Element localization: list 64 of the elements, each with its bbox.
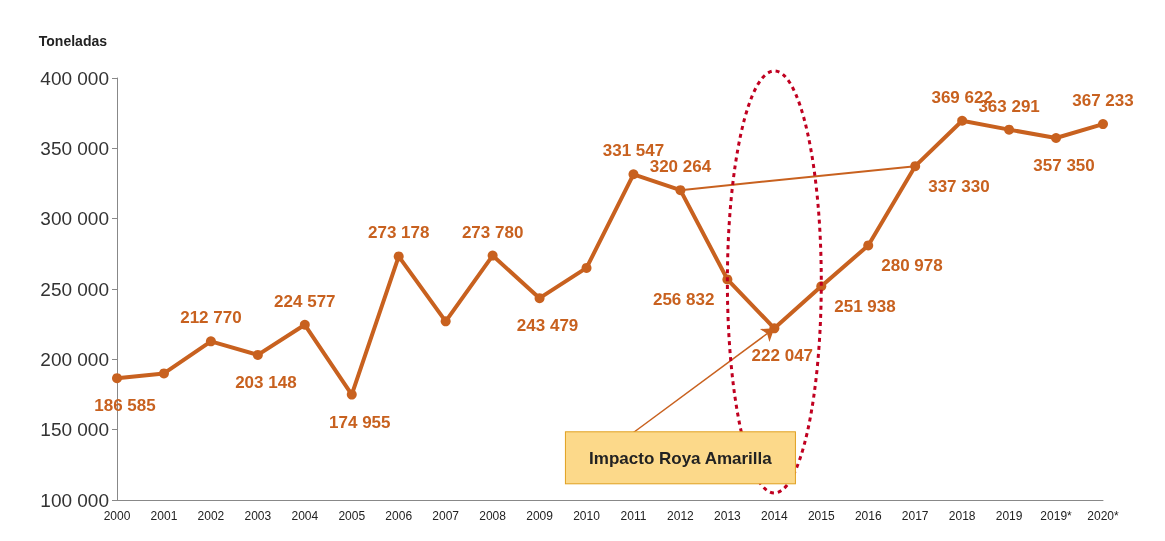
data-label: 280 978 [881,255,943,275]
data-label: 186 585 [94,396,156,416]
x-tick-label: 2005 [338,509,366,523]
point [299,319,310,330]
point [346,389,357,400]
y-tick-label: 250 000 [40,278,109,300]
point [112,373,122,384]
x-tick-label: 2003 [244,509,272,523]
x-tick-label: 2018 [948,509,976,523]
x-tick-label: 2007 [432,509,460,523]
y-tick-label: 350 000 [40,137,109,159]
point [957,115,968,126]
data-label: 243 479 [516,316,579,336]
point [252,349,263,360]
data-label: 203 148 [235,372,297,392]
x-tick-label: 2009 [526,509,554,523]
annotation: Impacto Roya Amarilla [589,448,773,468]
x-tick-label: 2000 [103,509,131,523]
x-tick-label: 2006 [385,509,413,523]
data-label: 212 770 [180,308,242,328]
x-tick-label: 2002 [197,509,225,523]
y-axis-title: Toneladas [38,33,108,49]
point [487,250,498,261]
data-label: 357 350 [1033,155,1095,175]
y-tick-label: 400 000 [40,67,109,89]
point [393,251,404,262]
point [440,316,451,327]
x-tick-label: 2016 [854,509,882,523]
x-tick-label: 2019* [1040,509,1073,523]
point [863,240,874,251]
y-tick-label: 150 000 [40,419,109,441]
data-label: 367 233 [1072,91,1134,111]
point [628,169,639,180]
x-tick-label: 2001 [150,509,178,523]
x-tick-label: 2011 [620,509,647,523]
x-tick-label: 2004 [291,509,319,523]
data-label: 174 955 [329,412,391,432]
point [1051,133,1062,143]
data-label: 251 938 [834,296,896,316]
y-tick-label: 300 000 [40,208,109,230]
data-label: 222 047 [751,346,814,366]
point [205,336,216,347]
y-tick-label: 100 000 [40,489,109,511]
point [1004,124,1015,135]
point [1098,119,1108,130]
x-tick-label: 2012 [667,509,695,523]
x-tick-label: 2015 [807,509,835,523]
point [534,293,545,304]
point [581,262,592,273]
x-tick-label: 2013 [714,509,742,523]
data-label: 273 780 [461,222,524,242]
x-tick-label: 2008 [479,509,507,523]
x-tick-label: 2010 [573,509,601,523]
data-label: 224 577 [274,291,336,311]
x-tick-label: 2017 [901,509,929,523]
y-tick-label: 200 000 [40,348,109,370]
data-label: 273 178 [367,223,430,243]
point [910,161,921,172]
x-tick-label: 2014 [760,509,788,523]
x-tick-label: 2019 [995,509,1023,523]
point [158,368,169,379]
x-tick-label: 2020* [1087,509,1120,523]
data-label: 337 330 [928,176,990,196]
data-label: 256 832 [652,289,715,309]
